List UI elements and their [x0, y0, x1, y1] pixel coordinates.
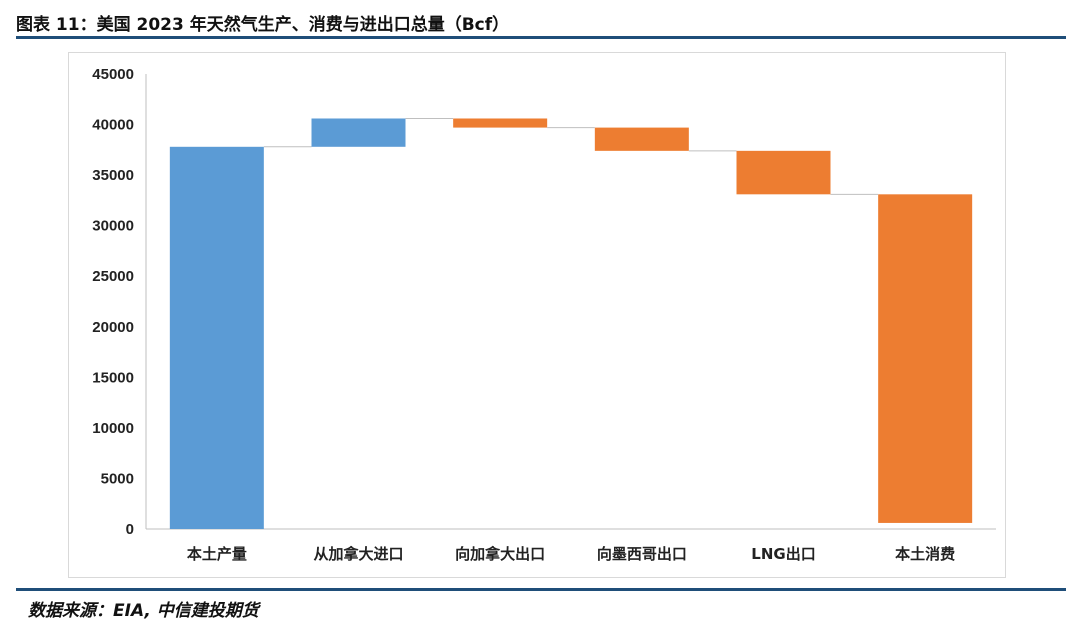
footer-divider: [16, 588, 1066, 591]
x-category-label: 从加拿大进口: [313, 545, 403, 563]
x-category-label: 本土产量: [187, 545, 247, 563]
bar-2: [453, 118, 548, 128]
bar-0: [169, 146, 264, 530]
y-tick-label: 45000: [92, 66, 134, 83]
bar-3: [594, 127, 689, 151]
y-tick-label: 0: [126, 521, 134, 538]
x-category-label: 本土消费: [895, 545, 955, 563]
bar-1: [311, 118, 406, 147]
chart-caption: 图表 11：美国 2023 年天然气生产、消费与进出口总量（Bcf）: [16, 15, 510, 35]
y-tick-label: 10000: [92, 420, 134, 437]
source-note: 数据来源：EIA, 中信建投期货: [28, 601, 259, 621]
y-tick-label: 35000: [92, 167, 134, 184]
y-tick-label: 15000: [92, 369, 134, 386]
x-category-label: 向加拿大出口: [455, 545, 545, 563]
x-category-label: 向墨西哥出口: [597, 545, 687, 563]
y-tick-label: 5000: [101, 470, 134, 487]
chart-frame: [68, 52, 1006, 578]
x-category-label: LNG出口: [751, 545, 815, 563]
y-tick-label: 20000: [92, 319, 134, 336]
y-tick-label: 40000: [92, 117, 134, 134]
bar-4: [736, 150, 831, 195]
y-tick-label: 25000: [92, 268, 134, 285]
header-divider: [16, 36, 1066, 39]
bar-5: [878, 194, 973, 523]
y-tick-label: 30000: [92, 218, 134, 235]
